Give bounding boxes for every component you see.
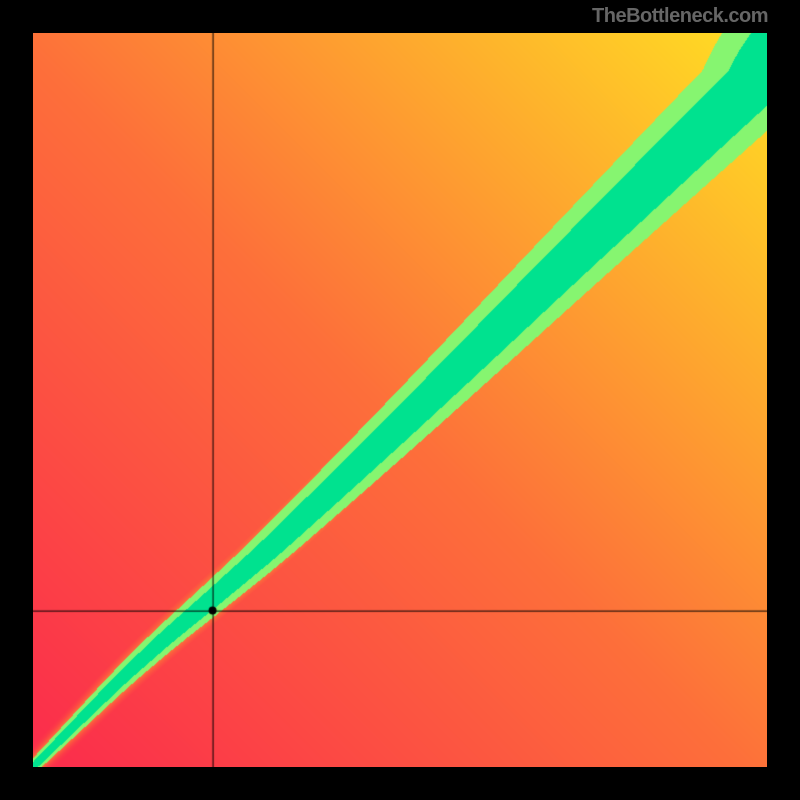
watermark-label: TheBottleneck.com bbox=[592, 5, 768, 28]
heatmap-canvas bbox=[33, 33, 767, 767]
plot-area bbox=[33, 33, 767, 767]
chart-outer-frame: TheBottleneck.com bbox=[0, 0, 800, 800]
